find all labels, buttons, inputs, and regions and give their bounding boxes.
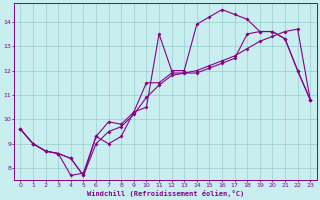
X-axis label: Windchill (Refroidissement éolien,°C): Windchill (Refroidissement éolien,°C) [87, 190, 244, 197]
